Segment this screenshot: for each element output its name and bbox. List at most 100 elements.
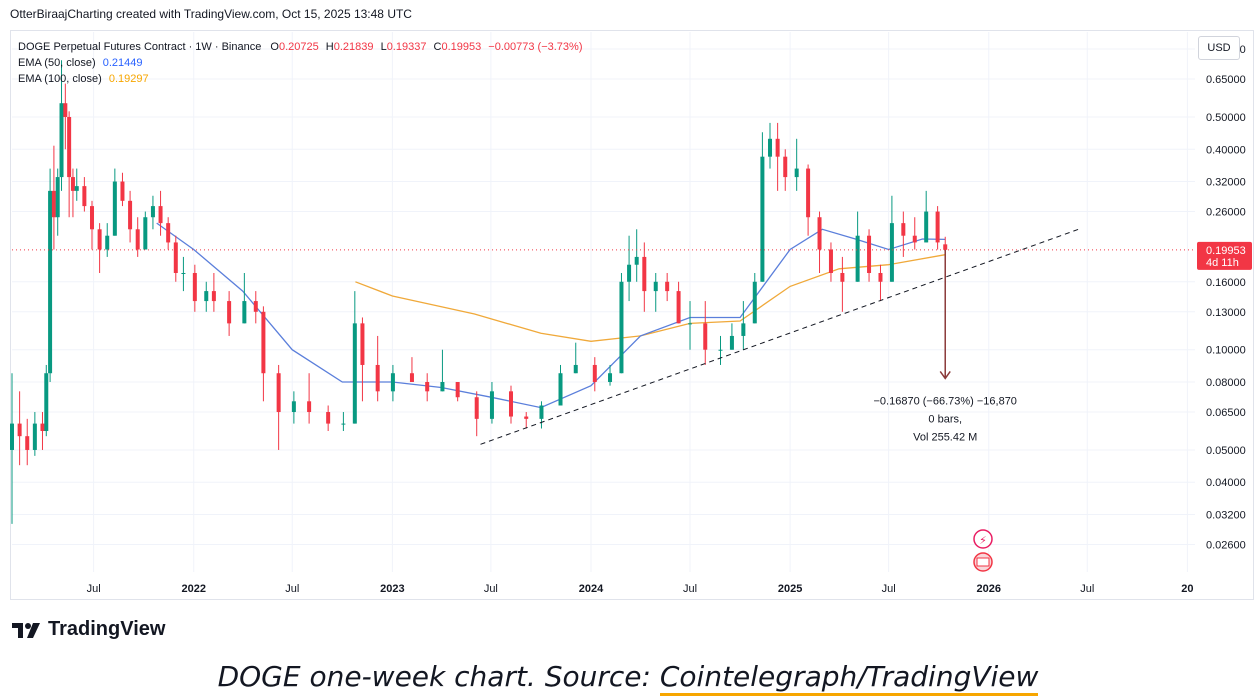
candle[interactable] — [192, 264, 197, 312]
candle[interactable] — [89, 200, 94, 250]
candle[interactable] — [924, 190, 929, 243]
candle[interactable] — [817, 211, 822, 273]
legend-ema100-row[interactable]: EMA (100, close) 0.19297 — [18, 71, 582, 87]
candle[interactable] — [25, 418, 30, 466]
us-event-icon[interactable] — [973, 552, 993, 572]
candle[interactable] — [634, 229, 639, 282]
candle[interactable] — [143, 211, 148, 250]
candle[interactable] — [573, 342, 578, 374]
caption-source-link[interactable]: Cointelegraph/TradingView — [659, 660, 1039, 696]
trendline[interactable] — [480, 228, 1079, 445]
candle[interactable] — [51, 145, 56, 250]
candle[interactable] — [112, 168, 117, 236]
candle-body — [855, 235, 860, 282]
candle[interactable] — [291, 391, 296, 424]
candle[interactable] — [10, 373, 14, 524]
candle[interactable] — [889, 195, 894, 282]
chart-frame[interactable] — [10, 30, 1254, 600]
candle[interactable] — [703, 301, 708, 365]
candle[interactable] — [326, 405, 331, 432]
candle[interactable] — [741, 301, 746, 350]
candle[interactable] — [352, 291, 357, 424]
candle[interactable] — [627, 235, 632, 302]
candle[interactable] — [97, 223, 102, 273]
candle[interactable] — [253, 291, 258, 324]
candle[interactable] — [276, 364, 281, 450]
candle[interactable] — [181, 256, 186, 292]
candle[interactable] — [166, 217, 171, 250]
candle[interactable] — [261, 306, 266, 402]
candle[interactable] — [608, 364, 613, 386]
candle[interactable] — [912, 217, 917, 250]
candle[interactable] — [409, 357, 414, 382]
candle[interactable] — [558, 364, 563, 406]
candle[interactable] — [752, 272, 757, 324]
candle[interactable] — [227, 291, 232, 336]
candle[interactable] — [901, 211, 906, 257]
candle[interactable] — [204, 281, 209, 312]
candle[interactable] — [729, 323, 734, 350]
candle[interactable] — [425, 373, 430, 402]
candle[interactable] — [440, 349, 445, 392]
candle[interactable] — [211, 272, 216, 312]
candle[interactable] — [17, 391, 22, 466]
candle[interactable] — [828, 242, 833, 282]
candle[interactable] — [82, 177, 87, 212]
candle[interactable] — [242, 272, 247, 324]
candle[interactable] — [32, 412, 37, 456]
candle[interactable] — [150, 195, 155, 230]
candle[interactable] — [760, 132, 765, 282]
last-price-tag[interactable] — [1197, 241, 1252, 270]
candle[interactable] — [307, 373, 312, 424]
candle[interactable] — [878, 264, 883, 302]
candle[interactable] — [524, 412, 529, 429]
candle[interactable] — [173, 235, 178, 282]
candle[interactable] — [676, 281, 681, 324]
flash-event-icon[interactable]: ⚡ — [973, 529, 993, 549]
candle[interactable] — [619, 272, 624, 374]
candle[interactable] — [455, 381, 460, 402]
candle[interactable] — [794, 138, 799, 191]
candle[interactable] — [74, 168, 79, 201]
candle[interactable] — [67, 111, 72, 218]
candle[interactable] — [59, 60, 64, 191]
candle[interactable] — [158, 190, 163, 236]
candle[interactable] — [783, 149, 788, 191]
candle[interactable] — [806, 164, 811, 236]
candle[interactable] — [768, 122, 773, 169]
currency-button[interactable]: USD — [1198, 36, 1240, 60]
candle[interactable] — [390, 364, 395, 402]
candle[interactable] — [653, 272, 658, 312]
candle[interactable] — [539, 401, 544, 429]
candle-body — [665, 281, 670, 292]
candle[interactable] — [688, 301, 693, 350]
candle[interactable] — [44, 364, 49, 437]
candle[interactable] — [375, 335, 380, 402]
legend-ema50-row[interactable]: EMA (50, close) 0.21449 — [18, 55, 582, 71]
candle[interactable] — [867, 229, 872, 282]
candle[interactable] — [855, 211, 860, 282]
candle[interactable] — [40, 412, 45, 450]
candle[interactable] — [592, 357, 597, 392]
candle[interactable] — [840, 256, 845, 312]
candle[interactable] — [105, 223, 110, 257]
candle[interactable] — [135, 217, 140, 257]
candle[interactable] — [508, 385, 513, 424]
candle[interactable] — [775, 122, 780, 191]
candle[interactable] — [48, 168, 53, 382]
candle[interactable] — [63, 83, 68, 150]
candle[interactable] — [489, 381, 494, 424]
candle[interactable] — [360, 317, 365, 402]
candle[interactable] — [341, 412, 346, 432]
candle[interactable] — [120, 172, 125, 207]
candle[interactable] — [665, 272, 670, 302]
candle[interactable] — [55, 168, 60, 236]
candle[interactable] — [642, 242, 647, 312]
candle[interactable] — [474, 391, 479, 437]
candle[interactable] — [70, 168, 75, 218]
candle[interactable] — [718, 335, 723, 365]
measure-arrow-head — [939, 370, 951, 380]
candle[interactable] — [935, 206, 940, 250]
candle[interactable] — [128, 190, 133, 243]
